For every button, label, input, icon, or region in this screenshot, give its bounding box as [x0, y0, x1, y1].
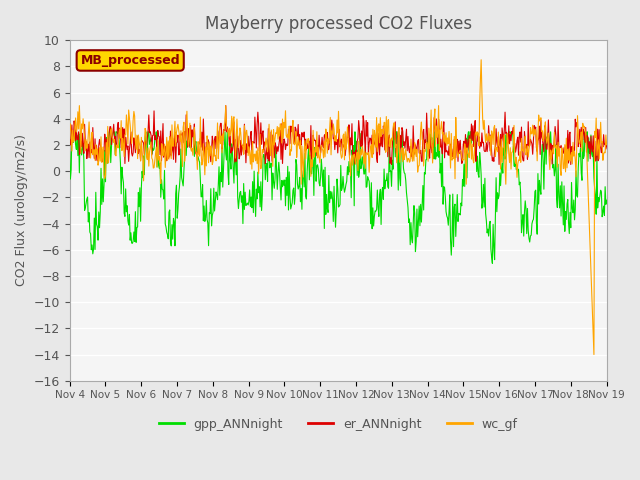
Legend: gpp_ANNnight, er_ANNnight, wc_gf: gpp_ANNnight, er_ANNnight, wc_gf	[154, 413, 523, 436]
gpp_ANNnight	[186, 144, 194, 150]
gpp_ANNnight	[420, 207, 428, 213]
Line: gpp_ANNnight: gpp_ANNnight	[70, 132, 607, 264]
wc_gf	[419, 137, 427, 143]
wc_gf	[76, 103, 83, 108]
gpp_ANNnight	[66, 149, 74, 155]
gpp_ANNnight	[132, 209, 140, 215]
Line: er_ANNnight: er_ANNnight	[70, 106, 607, 165]
wc_gf	[66, 128, 74, 134]
Text: MB_processed: MB_processed	[81, 54, 180, 67]
wc_gf	[214, 120, 221, 126]
wc_gf	[131, 113, 138, 119]
er_ANNnight	[404, 133, 412, 139]
er_ANNnight	[76, 152, 83, 157]
Title: Mayberry processed CO2 Fluxes: Mayberry processed CO2 Fluxes	[205, 15, 472, 33]
wc_gf	[477, 57, 485, 63]
gpp_ANNnight	[603, 197, 611, 203]
wc_gf	[603, 142, 611, 147]
er_ANNnight	[222, 103, 230, 108]
er_ANNnight	[567, 162, 575, 168]
gpp_ANNnight	[71, 129, 79, 135]
Line: wc_gf: wc_gf	[70, 60, 607, 355]
wc_gf	[403, 159, 411, 165]
wc_gf	[590, 352, 598, 358]
gpp_ANNnight	[488, 261, 496, 266]
er_ANNnight	[66, 137, 74, 143]
er_ANNnight	[603, 143, 611, 148]
er_ANNnight	[131, 141, 138, 147]
gpp_ANNnight	[76, 131, 84, 136]
er_ANNnight	[214, 134, 221, 140]
Y-axis label: CO2 Flux (urology/m2/s): CO2 Flux (urology/m2/s)	[15, 134, 28, 287]
gpp_ANNnight	[214, 182, 222, 188]
wc_gf	[186, 138, 193, 144]
er_ANNnight	[420, 127, 428, 132]
er_ANNnight	[186, 144, 193, 149]
gpp_ANNnight	[404, 204, 412, 210]
